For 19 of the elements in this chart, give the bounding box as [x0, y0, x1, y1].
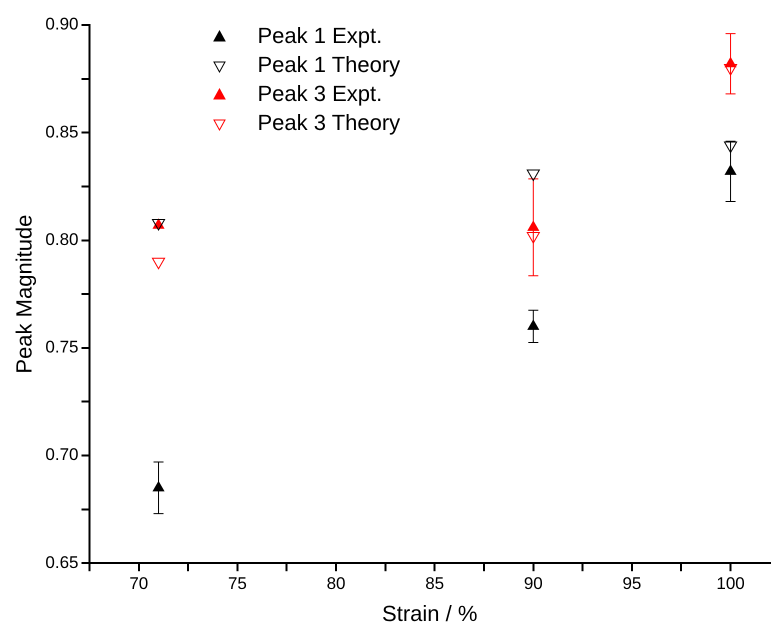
x-tick-label: 85	[425, 574, 444, 594]
legend-label: Peak 3 Expt.	[257, 81, 382, 106]
y-tick-label: 0.70	[45, 445, 78, 464]
x-tick-label: 70	[129, 574, 148, 594]
y-tick-label: 0.65	[45, 552, 78, 572]
y-tick-label: 0.90	[45, 14, 78, 34]
x-tick-label: 75	[228, 574, 247, 594]
y-tick-label: 0.85	[45, 122, 78, 142]
x-tick-label: 90	[524, 574, 543, 594]
y-tick-label: 0.80	[45, 230, 78, 249]
x-tick-label: 95	[622, 574, 642, 594]
x-tick-label: 100	[716, 574, 745, 594]
legend-label: Peak 1 Theory	[257, 52, 400, 78]
y-tick-label: 0.75	[45, 338, 78, 357]
x-tick-label: 80	[326, 574, 346, 594]
legend-label: Peak 1 Expt.	[257, 23, 382, 48]
x-axis-title: Strain / %	[382, 600, 478, 626]
y-axis-title: Peak Magnitude	[11, 214, 36, 374]
legend-label: Peak 3 Theory	[257, 110, 400, 136]
